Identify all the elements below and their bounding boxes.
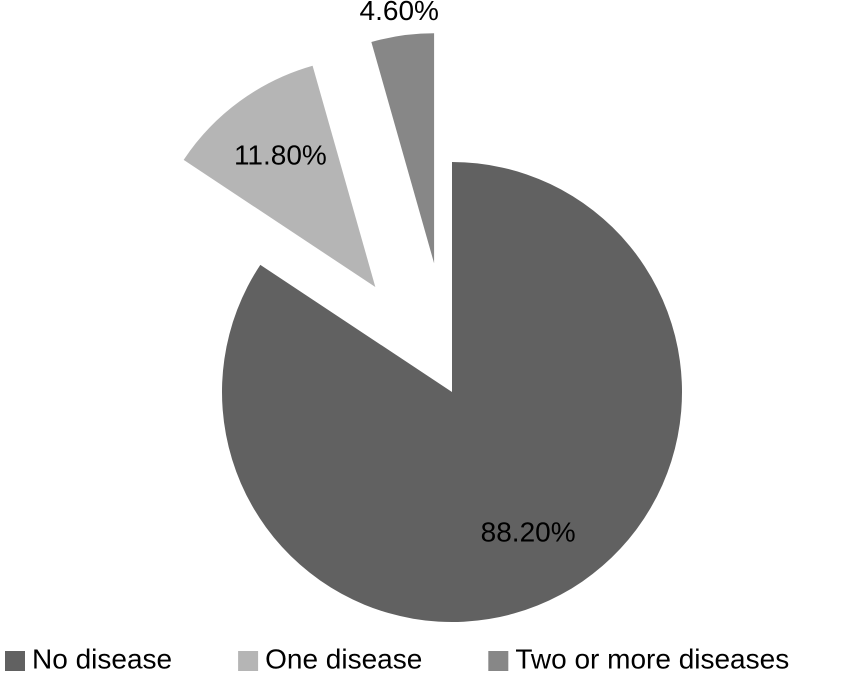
- data-label: 11.80%: [234, 139, 327, 170]
- data-label: 88.20%: [481, 516, 576, 547]
- pie-slice: [371, 33, 435, 264]
- legend-swatch: [238, 651, 259, 671]
- legend-label: No disease: [32, 643, 172, 674]
- data-label: 4.60%: [360, 0, 439, 26]
- legend-swatch: [488, 651, 509, 671]
- legend-label: Two or more diseases: [515, 643, 789, 674]
- pie-slice: [183, 65, 376, 288]
- legend-swatch: [5, 651, 25, 671]
- pie-slice: [221, 162, 683, 622]
- legend-label: One disease: [265, 643, 422, 674]
